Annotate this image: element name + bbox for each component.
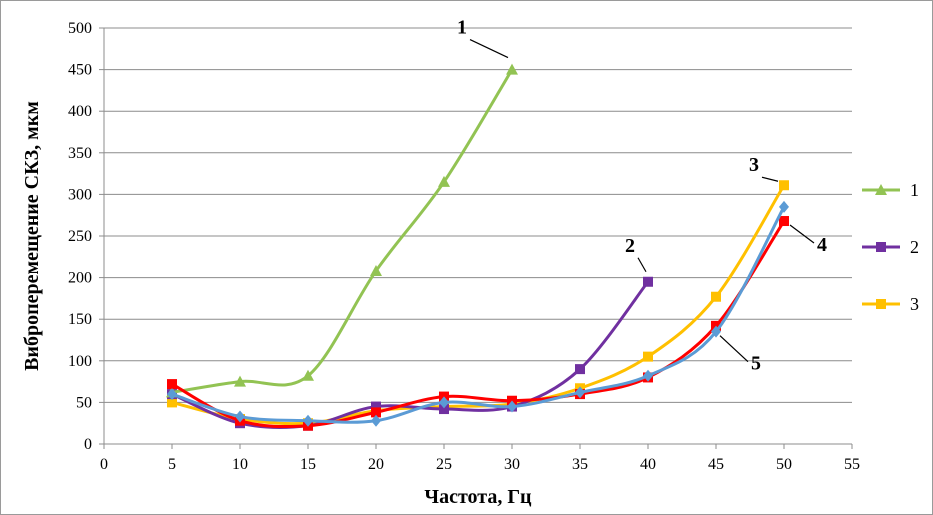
y-tick-label: 0	[84, 436, 92, 453]
callout-leader	[789, 224, 815, 244]
legend-label: 1	[910, 180, 919, 200]
data-point	[167, 397, 177, 408]
x-tick-label: 20	[368, 456, 384, 473]
x-tick-label: 50	[776, 456, 792, 473]
y-tick-label: 400	[68, 103, 92, 120]
x-tick-label: 10	[232, 456, 248, 473]
legend-swatch-marker	[875, 184, 887, 195]
data-point	[167, 379, 177, 390]
x-tick-label: 55	[844, 456, 860, 473]
callout-annotations: 1 2 3 4 5	[457, 17, 827, 375]
y-tick-label: 100	[68, 353, 92, 370]
legend-item-2: 2	[862, 237, 919, 257]
data-point	[371, 407, 381, 418]
legend-label: 3	[910, 294, 919, 314]
y-tick-label: 50	[76, 394, 92, 411]
callout-label: 1	[457, 17, 467, 39]
x-tick-label: 5	[168, 456, 176, 473]
data-point	[779, 180, 789, 191]
data-point	[779, 200, 789, 213]
x-tick-label: 35	[572, 456, 588, 473]
x-tick-label: 25	[436, 456, 452, 473]
callout-label: 5	[751, 353, 761, 375]
data-point	[575, 364, 585, 375]
callout-leader	[637, 257, 647, 273]
y-tick-labels: 0 50 100 150 200 250 300 350 400 450 500	[68, 20, 92, 453]
y-tick-label: 500	[68, 20, 92, 37]
series-line	[171, 68, 514, 394]
series-line	[171, 220, 786, 429]
y-axis-title: Виброперемещение СКЗ, мкм	[21, 101, 43, 371]
x-tick-label: 45	[708, 456, 724, 473]
legend-label: 2	[910, 237, 919, 257]
x-axis-title: Частота, Гц	[424, 486, 532, 508]
y-tick-label: 250	[68, 228, 92, 245]
callout-leader	[719, 335, 749, 363]
data-point	[643, 351, 653, 362]
series-4	[167, 216, 789, 431]
data-point	[711, 291, 721, 302]
data-point	[779, 216, 789, 227]
series-line	[171, 206, 786, 424]
legend-item-3: 3	[862, 294, 919, 314]
callout-leader	[469, 39, 509, 59]
data-point	[438, 175, 450, 187]
legend-item-1: 1	[862, 180, 919, 200]
x-tick-label: 30	[504, 456, 520, 473]
series-layer	[166, 63, 789, 431]
x-tick-label: 15	[300, 456, 316, 473]
series-3	[167, 180, 789, 429]
data-point	[370, 264, 382, 276]
data-point	[234, 375, 246, 387]
data-point	[439, 396, 449, 409]
data-point	[506, 63, 518, 75]
callout-label: 4	[817, 234, 827, 256]
y-tick-label: 300	[68, 186, 92, 203]
series-5	[167, 200, 789, 427]
y-tick-label: 350	[68, 145, 92, 162]
grid-lines	[104, 27, 852, 403]
legend-swatch-marker	[876, 299, 886, 309]
axes	[99, 27, 853, 449]
data-point	[371, 401, 381, 412]
data-point	[167, 388, 177, 401]
data-point	[711, 325, 721, 338]
y-tick-label: 450	[68, 62, 92, 79]
data-point	[507, 400, 517, 413]
series-line	[171, 280, 650, 430]
data-point	[643, 276, 653, 287]
series-line	[171, 184, 786, 426]
x-tick-label: 40	[640, 456, 656, 473]
x-tick-labels: 0 5 10 15 20 25 30 35 40 45 50 55	[100, 456, 860, 473]
data-point	[575, 386, 585, 399]
data-point	[439, 404, 449, 415]
x-tick-label: 0	[100, 456, 108, 473]
series-1	[166, 63, 518, 398]
data-point	[235, 410, 245, 423]
callout-leader	[761, 176, 779, 182]
callout-label: 3	[749, 154, 759, 176]
data-point	[643, 369, 653, 382]
y-tick-label: 150	[68, 311, 92, 328]
data-point	[302, 369, 314, 381]
legend-swatch-marker	[876, 242, 886, 252]
callout-label: 2	[625, 235, 635, 257]
series-2	[167, 276, 653, 431]
legend: 1 2 3	[862, 180, 919, 314]
data-point	[303, 414, 313, 427]
y-tick-label: 200	[68, 270, 92, 287]
data-point	[371, 414, 381, 427]
